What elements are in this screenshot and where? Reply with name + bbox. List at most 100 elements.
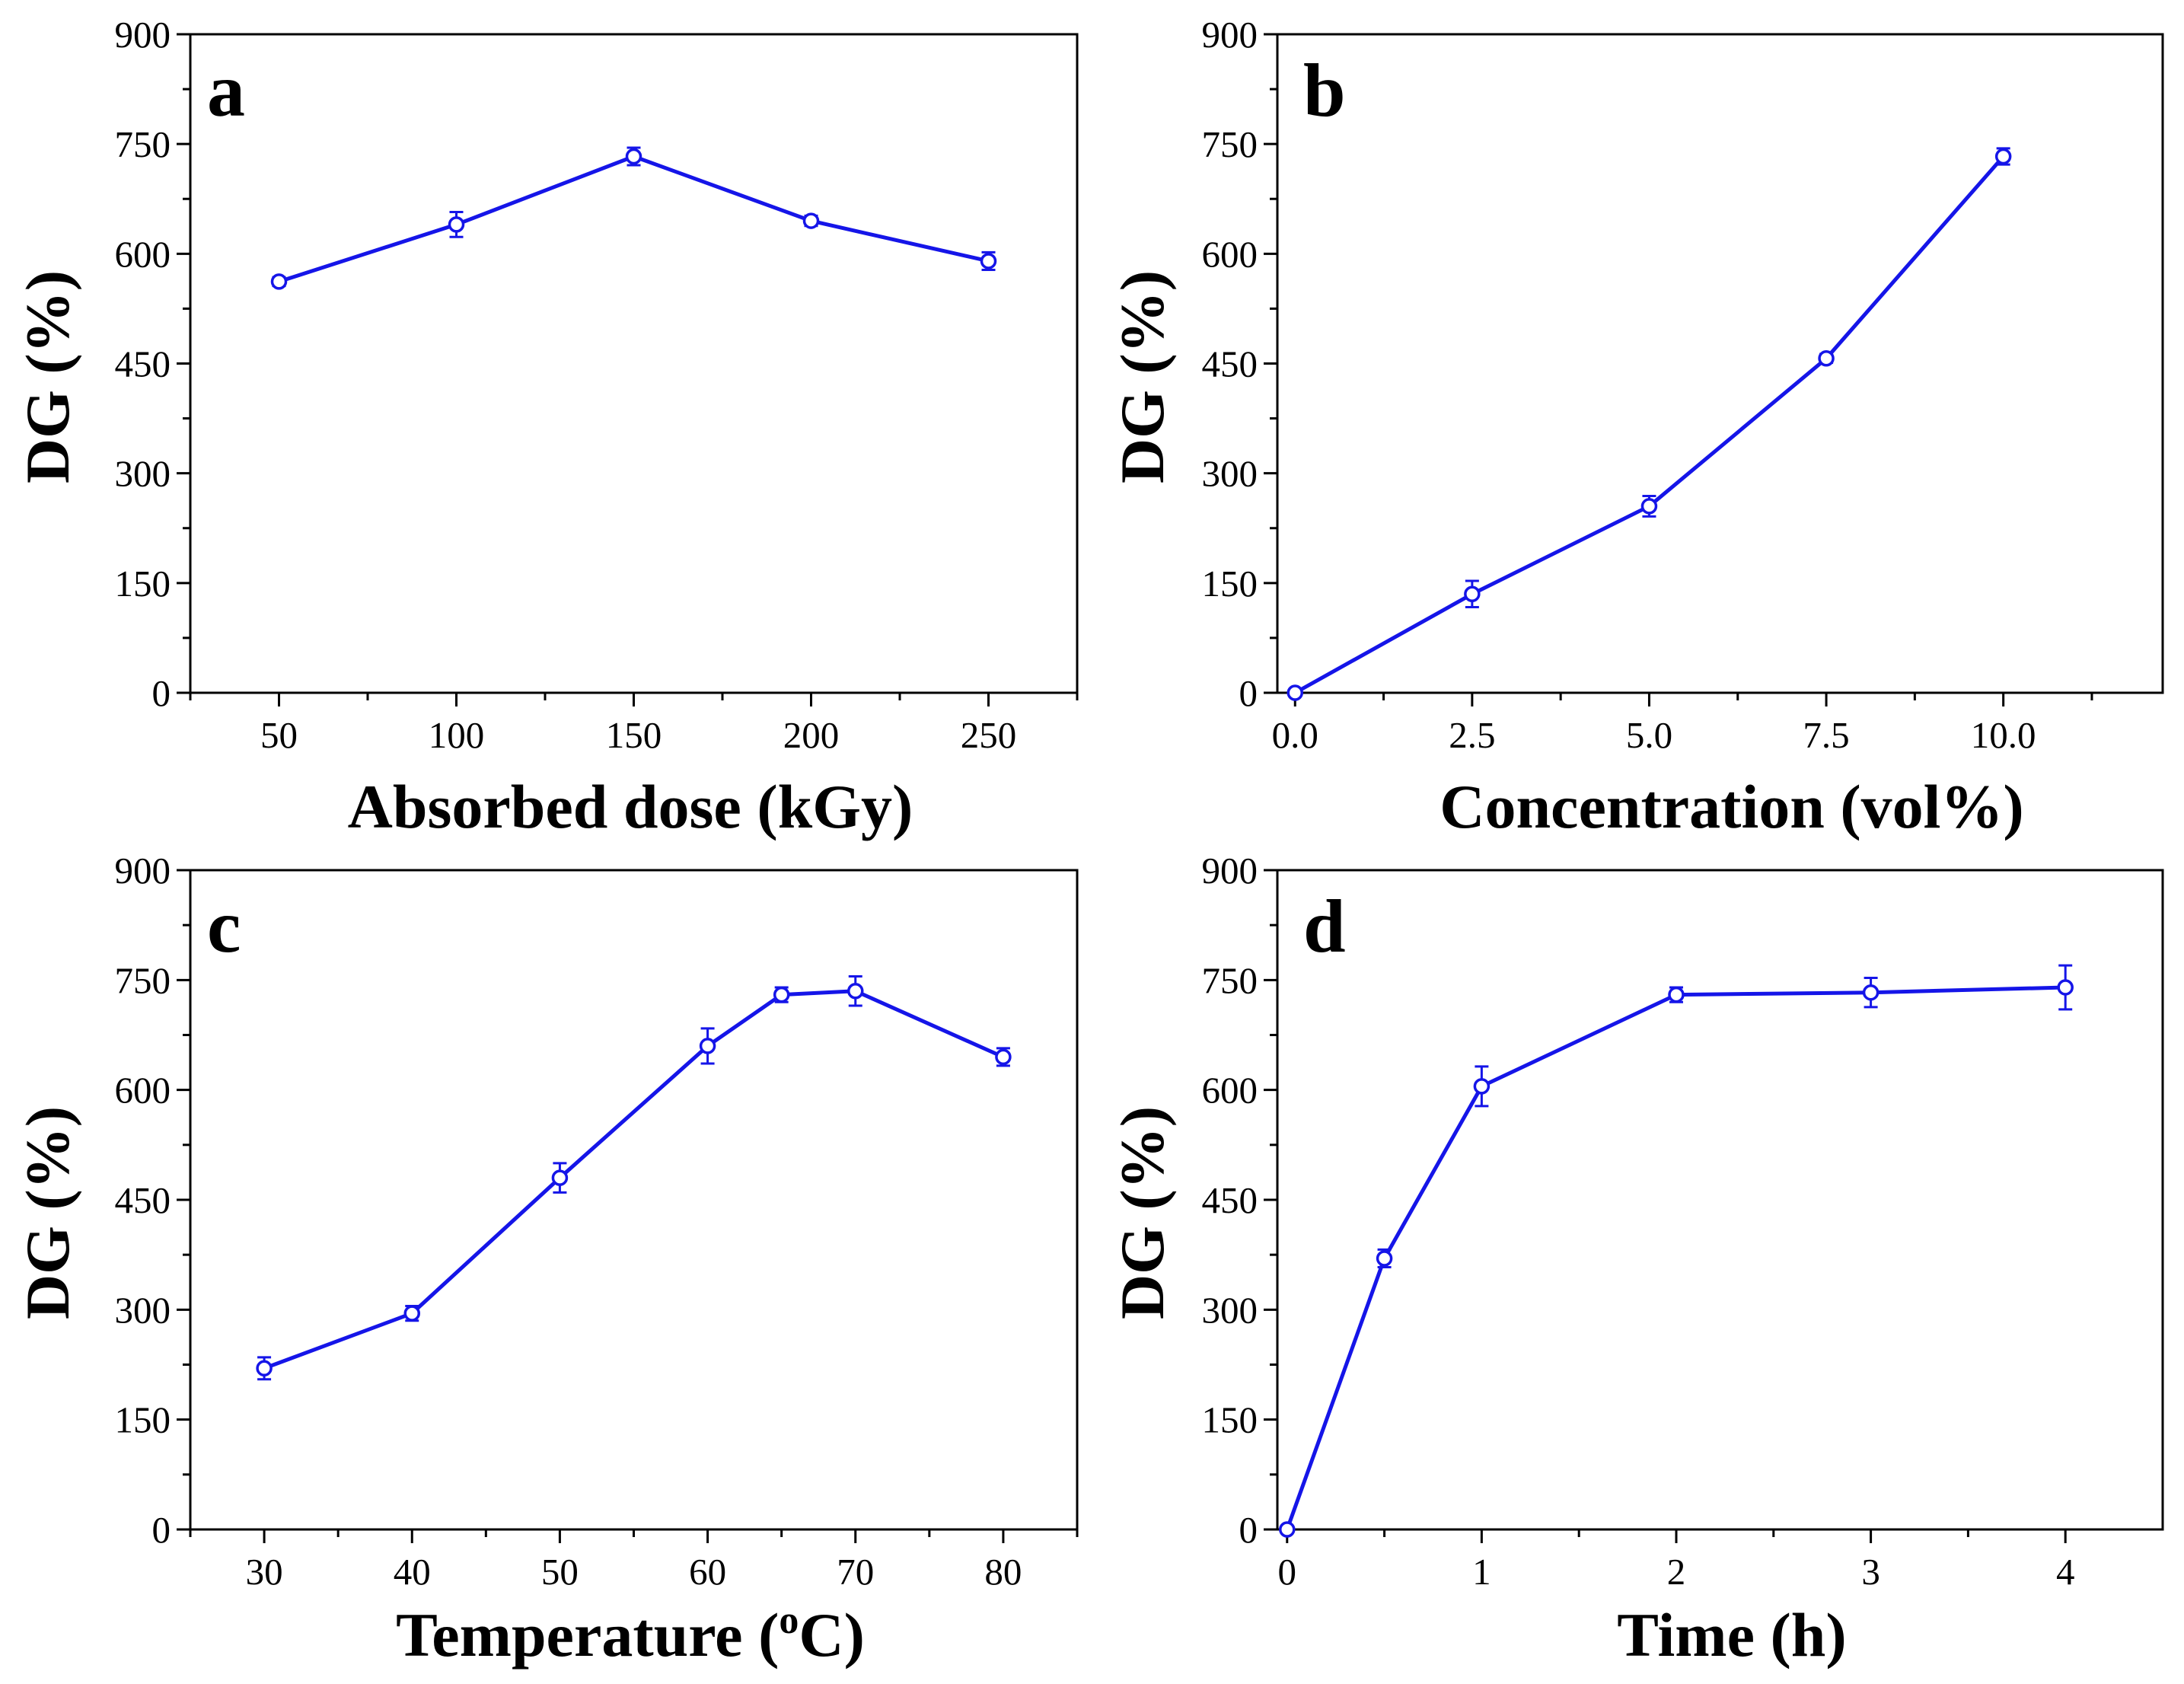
panel-b-data-point [1640, 498, 1658, 515]
panel-a-x-tick-label: 50 [260, 714, 298, 756]
panel-a-x-axis-label: Absorbed dose (kGy) [348, 772, 913, 841]
panel-a-series [270, 146, 997, 290]
panel-b: 0 150 300 450 600 750 900 0.0 2.5 5.0 7.5 10.0 b Co… [1108, 14, 2164, 841]
panel-d-x-tick-label: 3 [1861, 1551, 1880, 1593]
panel-a-y-tick-label: 600 [115, 233, 171, 275]
panel-b-x-tick-label: 2.5 [1449, 714, 1495, 756]
panel-d-series [1279, 964, 2074, 1538]
panel-b-y-tick-label: 0 [1239, 672, 1258, 714]
panel-d-ticks [1264, 869, 2067, 1543]
panel-a-letter: a [207, 48, 245, 132]
panel-d-tick-labels: 0 150 300 450 600 750 900 0 1 2 3 4 [1202, 850, 2075, 1593]
panel-c-y-tick-label: 750 [115, 959, 171, 1001]
panel-b-x-tick-label: 5.0 [1626, 714, 1672, 756]
panel-a: 0 150 300 450 600 750 900 50 100 150 200 250 a Abso… [13, 14, 1079, 841]
panel-a-y-tick-label: 900 [115, 14, 171, 56]
panel-d-x-axis-label: Time (h) [1617, 1600, 1846, 1670]
panel-a-x-tick-label: 100 [429, 714, 485, 756]
panel-b-x-tick-label: 10.0 [1971, 714, 2036, 756]
panel-a-x-tick-label: 200 [783, 714, 840, 756]
panel-d-y-tick-label: 450 [1202, 1179, 1258, 1221]
panel-c-x-tick-label: 50 [541, 1551, 579, 1593]
panel-d-y-tick-label: 300 [1202, 1289, 1258, 1331]
panel-d-series-line [1285, 985, 2066, 1530]
panel-a-y-tick-label: 0 [152, 672, 171, 714]
panel-c: 0 150 300 450 600 750 900 30 40 50 60 70 80 c Temper… [13, 850, 1079, 1670]
panel-c-y-tick-label: 450 [115, 1179, 171, 1221]
panel-d-y-axis-label: DG (%) [1108, 1106, 1177, 1319]
panel-c-x-axis-label: Temperature (oC) [396, 1599, 865, 1670]
panel-c-x-tick-label: 60 [689, 1551, 726, 1593]
panel-c-series [256, 975, 1012, 1381]
panel-a-data-point [625, 148, 642, 165]
panel-b-x-axis-label: Concentration (vol%) [1440, 772, 2024, 841]
panel-d-y-tick-label: 900 [1202, 850, 1258, 891]
panel-a-ticks [177, 33, 1079, 706]
panel-d-x-tick-label: 2 [1667, 1551, 1686, 1593]
panel-c-y-tick-label: 900 [115, 850, 171, 891]
panel-b-y-tick-label: 300 [1202, 453, 1258, 495]
panel-c-data-point [995, 1048, 1012, 1066]
panel-d-data-point [1862, 984, 1880, 1001]
panel-a-x-tick-label: 150 [606, 714, 662, 756]
panel-a-tick-labels: 0 150 300 450 600 750 900 50 100 150 200 250 [115, 14, 1017, 756]
panel-d-data-point [2057, 979, 2074, 996]
panel-d-data-point [1279, 1521, 1296, 1538]
panel-a-y-tick-label: 150 [115, 563, 171, 604]
panel-d-data-point [1668, 986, 1685, 1003]
panel-a-data-point [802, 212, 820, 229]
panel-c-y-tick-label: 0 [152, 1509, 171, 1551]
panel-c-y-tick-label: 300 [115, 1289, 171, 1331]
panel-d-data-point [1473, 1078, 1491, 1095]
panel-c-data-point [847, 983, 864, 1000]
panel-a-y-tick-label: 450 [115, 343, 171, 385]
panel-b-y-tick-label: 750 [1202, 123, 1258, 165]
panel-c-x-tick-label: 70 [837, 1551, 874, 1593]
panel-b-y-tick-label: 150 [1202, 563, 1258, 604]
panel-c-data-point [551, 1169, 569, 1186]
panel-c-data-point [699, 1038, 716, 1054]
panel-d: 0 150 300 450 600 750 900 0 1 2 3 4 d Time (h) DG (… [1108, 850, 2164, 1670]
panel-c-x-tick-label: 40 [394, 1551, 431, 1593]
panel-b-data-point [1464, 585, 1481, 602]
panel-b-data-point [1994, 148, 2012, 165]
panel-c-y-tick-label: 150 [115, 1399, 171, 1441]
panel-c-xlabel-degree: o [779, 1599, 799, 1642]
panel-c-data-point [403, 1305, 420, 1322]
panel-c-data-point [773, 986, 790, 1003]
panel-b-data-point [1286, 684, 1304, 701]
panel-b-ticks [1264, 33, 2093, 706]
panel-d-y-tick-label: 600 [1202, 1070, 1258, 1112]
panel-a-data-point [448, 216, 465, 233]
panel-d-y-tick-label: 0 [1239, 1509, 1258, 1551]
panel-b-series [1286, 147, 2012, 701]
panel-c-data-point [256, 1360, 273, 1377]
panel-d-x-tick-label: 0 [1278, 1551, 1297, 1593]
panel-b-y-tick-label: 600 [1202, 233, 1258, 275]
panel-d-y-tick-label: 150 [1202, 1399, 1258, 1441]
panel-b-x-tick-label: 7.5 [1803, 714, 1849, 756]
panel-b-x-tick-label: 0.0 [1272, 714, 1318, 756]
panel-a-data-point [980, 253, 997, 270]
panel-d-x-tick-label: 4 [2056, 1551, 2075, 1593]
panel-a-y-tick-label: 300 [115, 453, 171, 495]
panel-c-xlabel-main: Temperature ( [396, 1600, 779, 1670]
panel-d-letter: d [1303, 884, 1346, 968]
panel-d-x-tick-label: 1 [1472, 1551, 1491, 1593]
panel-c-xlabel-unit: C) [799, 1600, 865, 1670]
panel-b-y-axis-label: DG (%) [1108, 270, 1177, 483]
panel-c-letter: c [207, 884, 241, 968]
panel-c-tick-labels: 0 150 300 450 600 750 900 30 40 50 60 70 80 [115, 850, 1022, 1593]
panel-a-data-point [270, 273, 288, 290]
panel-b-y-tick-label: 450 [1202, 343, 1258, 385]
panel-c-y-tick-label: 600 [115, 1070, 171, 1112]
panel-c-x-tick-label: 80 [984, 1551, 1022, 1593]
panel-a-y-axis-label: DG (%) [13, 270, 82, 483]
panel-d-data-point [1376, 1250, 1393, 1267]
panel-d-y-tick-label: 750 [1202, 959, 1258, 1001]
panel-c-ticks [177, 869, 1079, 1543]
panel-b-data-point [1818, 350, 1835, 367]
panel-a-y-tick-label: 750 [115, 123, 171, 165]
